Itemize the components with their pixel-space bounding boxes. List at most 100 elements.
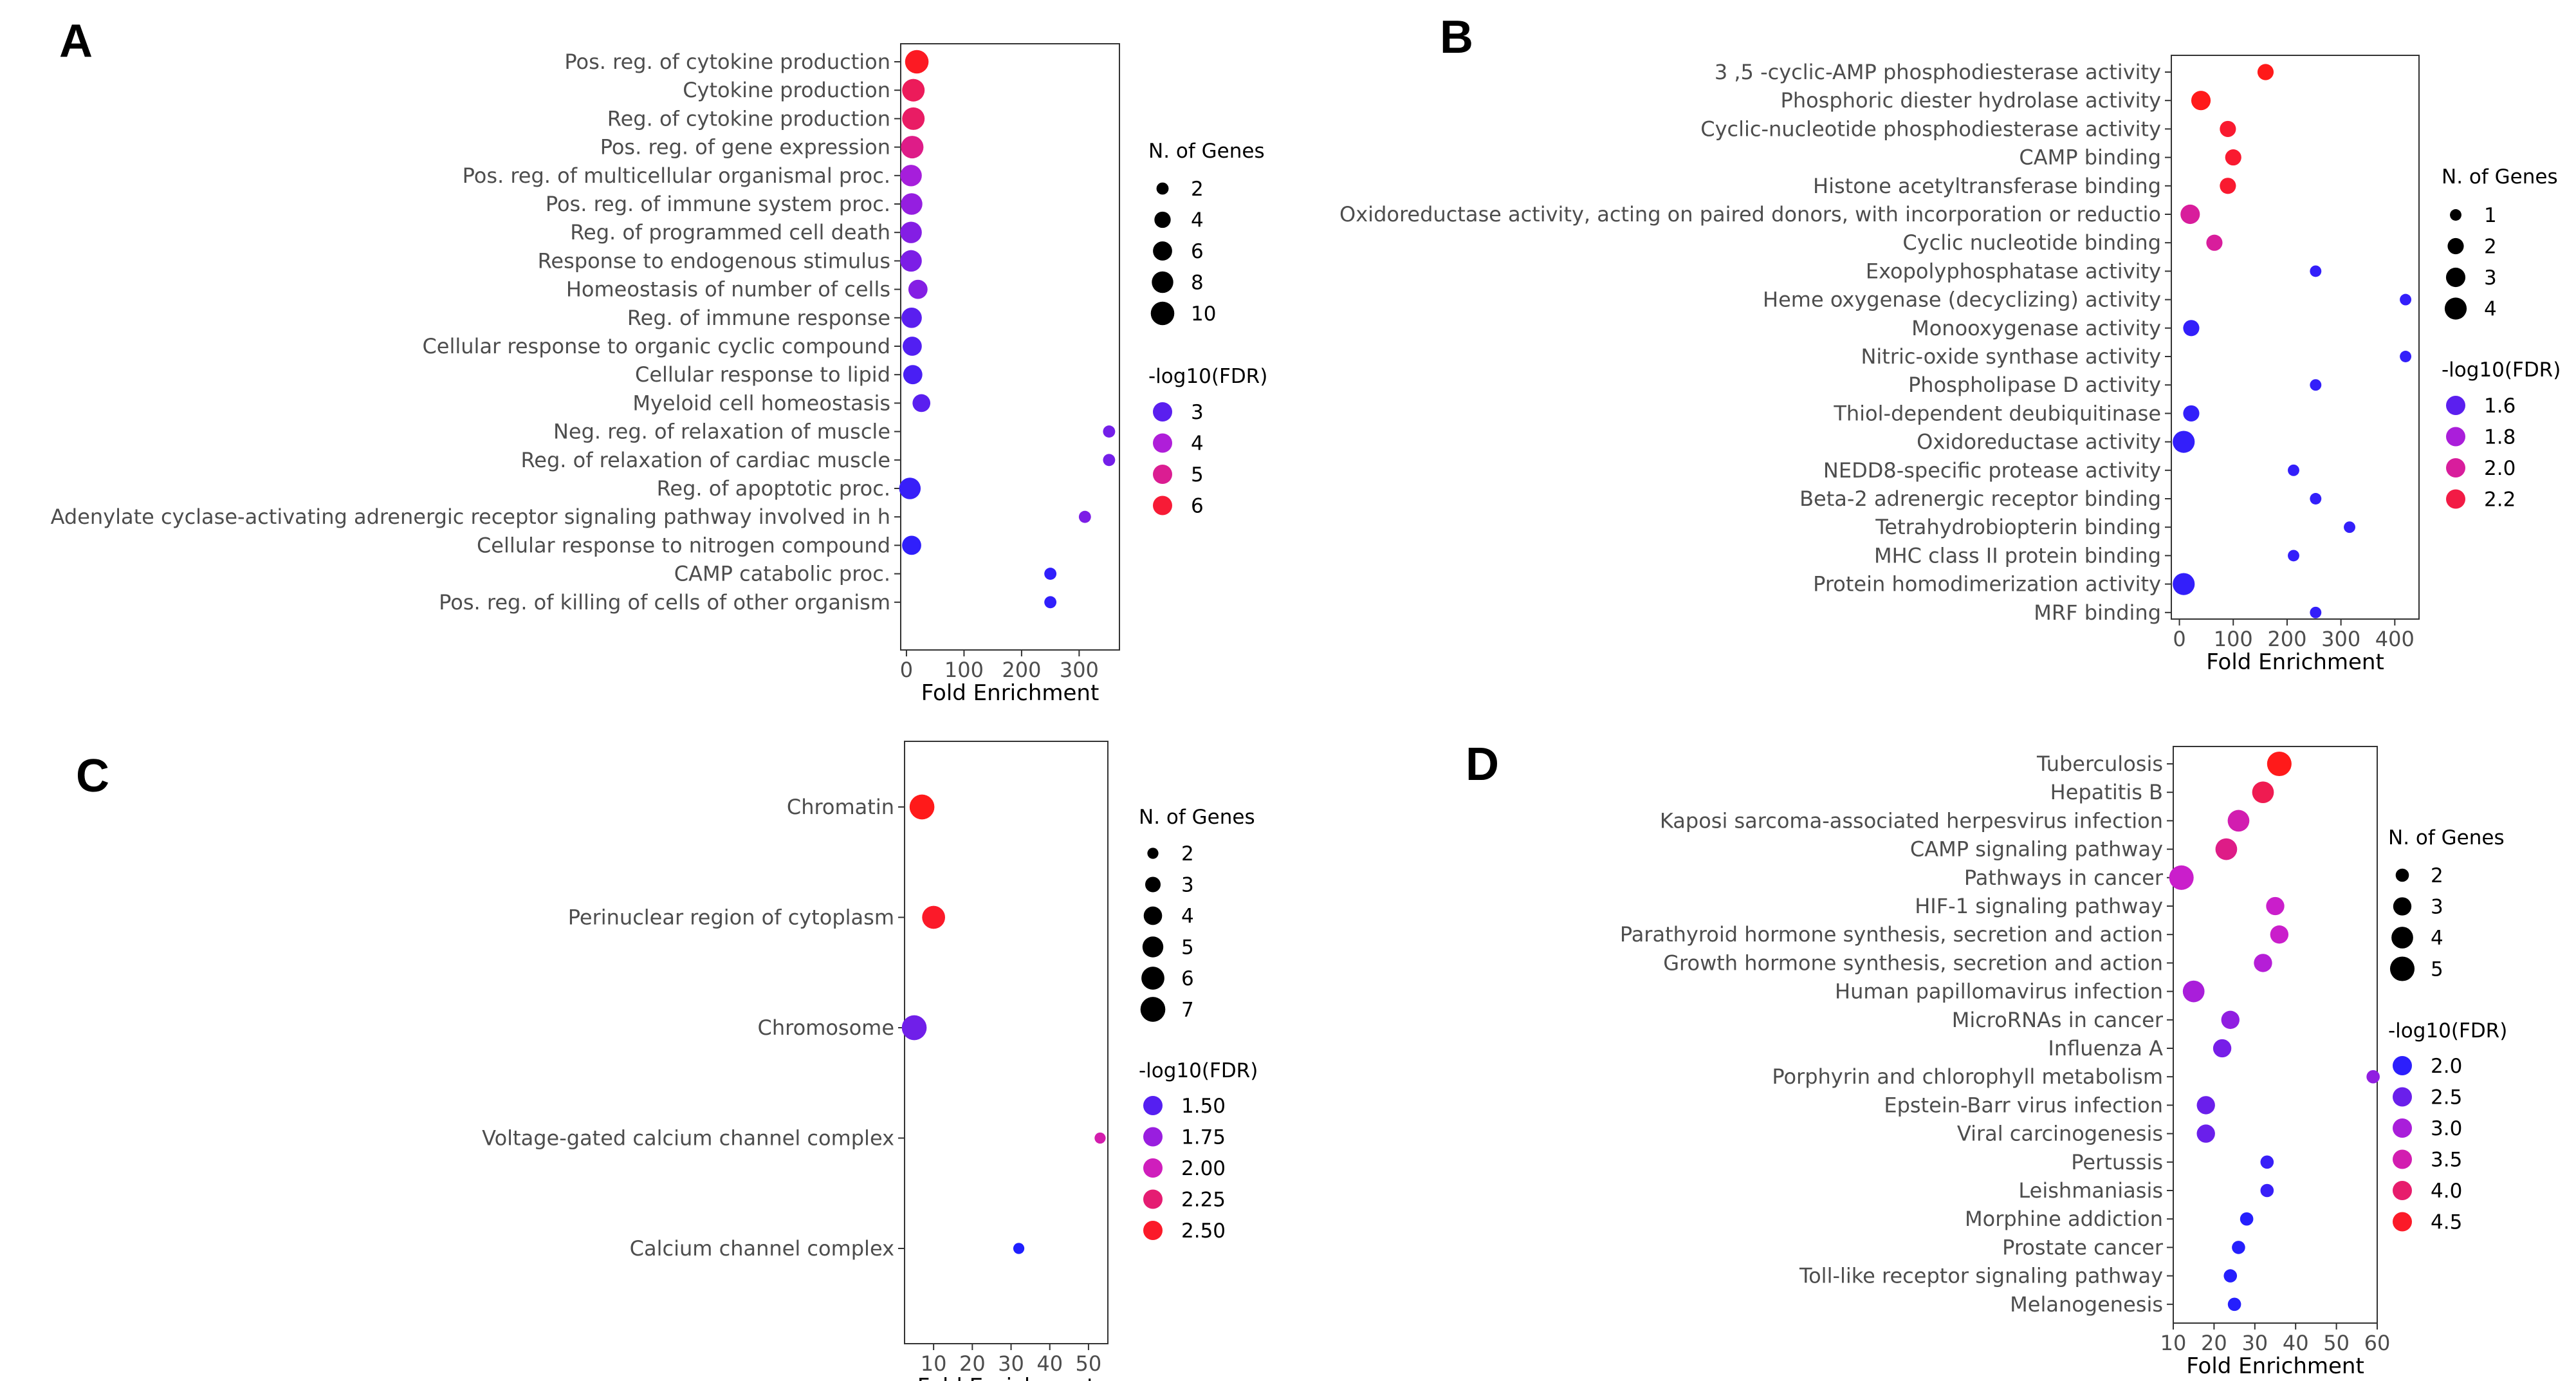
color-legend-key: [2393, 1181, 2412, 1200]
data-point: [2182, 980, 2205, 1003]
data-point: [2310, 379, 2322, 391]
color-legend-key: [2446, 427, 2465, 447]
y-tick-label: Beta-2 adrenergic receptor binding: [1799, 487, 2161, 511]
color-legend-label: 3.5: [2431, 1149, 2462, 1172]
panel-d: D Tuberculosis Hepatitis B Kaposi sarcoma-a…: [1466, 739, 2507, 1379]
data-point: [2227, 810, 2250, 832]
color-legend-label: 2.50: [1181, 1219, 1226, 1243]
data-point: [2270, 925, 2289, 944]
y-tick-label: Pos. reg. of cytokine production: [564, 50, 890, 74]
y-tick-label: Phospholipase D activity: [1908, 373, 2161, 397]
data-point: [2252, 781, 2274, 804]
y-tick-label: Cellular response to lipid: [635, 362, 890, 387]
data-point: [2288, 550, 2299, 562]
y-tick-label: Calcium channel complex: [630, 1236, 894, 1261]
y-tick-label: Protein homodimerization activity: [1813, 572, 2161, 597]
data-point: [2366, 1070, 2380, 1084]
y-tick-label: Hepatitis B: [2050, 780, 2163, 804]
data-point: [2310, 265, 2322, 277]
data-point: [902, 535, 921, 555]
data-point: [1044, 568, 1057, 580]
color-legend-label: 4: [1191, 432, 1204, 456]
y-tick-label: Cyclic nucleotide binding: [1902, 230, 2161, 255]
y-tick-label: Neg. reg. of relaxation of muscle: [553, 420, 890, 444]
y-tick-label: Prostate cancer: [2002, 1235, 2164, 1259]
data-point: [909, 794, 935, 820]
size-legend-label: 2: [2431, 864, 2443, 887]
color-legend-label: 3.0: [2431, 1117, 2462, 1140]
data-point: [2183, 405, 2200, 422]
color-legend-label: 3: [1191, 401, 1204, 424]
data-point: [901, 193, 923, 215]
data-point: [2240, 1212, 2254, 1226]
data-point: [1103, 425, 1116, 438]
x-tick-label: 30: [2241, 1331, 2268, 1355]
y-tick-label: Nitric-oxide synthase activity: [1861, 344, 2161, 369]
size-legend-label: 7: [1181, 999, 1194, 1022]
y-tick-label: Homeostasis of number of cells: [566, 277, 890, 302]
plot-frame: [2173, 746, 2378, 1324]
y-tick-label: Reg. of cytokine production: [607, 106, 890, 131]
y-tick-label: Pos. reg. of immune system proc.: [546, 192, 890, 216]
color-legend-key: [2393, 1118, 2412, 1138]
color-legend-label: 2.0: [2431, 1055, 2462, 1078]
data-point: [1013, 1243, 1025, 1254]
color-legend-key: [2393, 1087, 2412, 1107]
size-legend-key: [1140, 997, 1166, 1022]
y-tick-label: Pos. reg. of gene expression: [600, 135, 890, 160]
data-point: [899, 477, 921, 499]
x-tick-label: 20: [2201, 1331, 2227, 1355]
size-legend-key: [1142, 936, 1164, 958]
y-tick-label: Influenza A: [2048, 1036, 2163, 1061]
data-point: [2254, 954, 2272, 972]
data-point: [900, 165, 922, 187]
y-tick-label: Morphine addiction: [1965, 1207, 2163, 1231]
data-point: [2227, 1297, 2241, 1311]
data-point: [2220, 178, 2236, 194]
size-legend-key: [2389, 956, 2415, 981]
data-point: [2183, 320, 2200, 337]
color-legend-label: 4.0: [2431, 1180, 2462, 1203]
size-legend-label: 1: [2484, 204, 2497, 227]
x-tick-label: 40: [1036, 1351, 1063, 1376]
x-tick-label: 200: [2267, 627, 2306, 651]
size-legend-key: [2447, 237, 2464, 255]
color-legend-label: 4.5: [2431, 1211, 2462, 1234]
color-legend-key: [2393, 1149, 2412, 1169]
y-tick-label: HIF-1 signaling pathway: [1915, 894, 2163, 918]
data-point: [2215, 838, 2238, 860]
color-legend-key: [2393, 1212, 2412, 1232]
data-point: [2260, 1155, 2274, 1169]
data-point: [2225, 149, 2241, 166]
panel-a: A Pos. reg. of cytokine production Cytokin…: [51, 15, 1268, 706]
size-legend-label: 4: [1181, 905, 1194, 928]
x-tick-label: 200: [1002, 658, 1041, 682]
size-legend-label: 2: [1181, 842, 1194, 866]
size-legend-label: 10: [1191, 302, 1216, 326]
data-point: [2196, 1124, 2215, 1143]
size-legend-key: [2393, 897, 2412, 916]
y-tick-label: MHC class II protein binding: [1874, 543, 2161, 568]
color-legend-label: 2.00: [1181, 1157, 1226, 1180]
size-legend-key: [1145, 876, 1161, 893]
y-tick-label: CAMP catabolic proc.: [674, 562, 890, 586]
data-point: [2173, 431, 2195, 453]
y-tick-label: Oxidoreductase activity, acting on paire…: [1339, 202, 2161, 227]
y-tick-label: MicroRNAs in cancer: [1952, 1008, 2164, 1032]
size-legend-key: [2391, 927, 2413, 949]
x-axis-title: Fold Enrichment: [2206, 649, 2384, 675]
color-legend-title: -log10(FDR): [2388, 1019, 2507, 1043]
data-point: [900, 250, 922, 272]
color-legend-label: 2.5: [2431, 1086, 2462, 1109]
data-point: [2180, 204, 2200, 225]
y-tick-label: Reg. of relaxation of cardiac muscle: [521, 448, 891, 472]
y-tick-label: Oxidoreductase activity: [1917, 430, 2161, 454]
size-legend-title: N. of Genes: [1148, 140, 1265, 163]
y-tick-label: Chromosome: [757, 1015, 894, 1040]
data-point: [1094, 1132, 1106, 1144]
data-point: [2257, 64, 2274, 80]
y-tick-label: Leishmaniasis: [2018, 1178, 2163, 1203]
y-tick-label: Cytokine production: [683, 78, 890, 102]
y-tick-label: Tetrahydrobiopterin binding: [1875, 515, 2161, 539]
data-point: [905, 50, 929, 74]
